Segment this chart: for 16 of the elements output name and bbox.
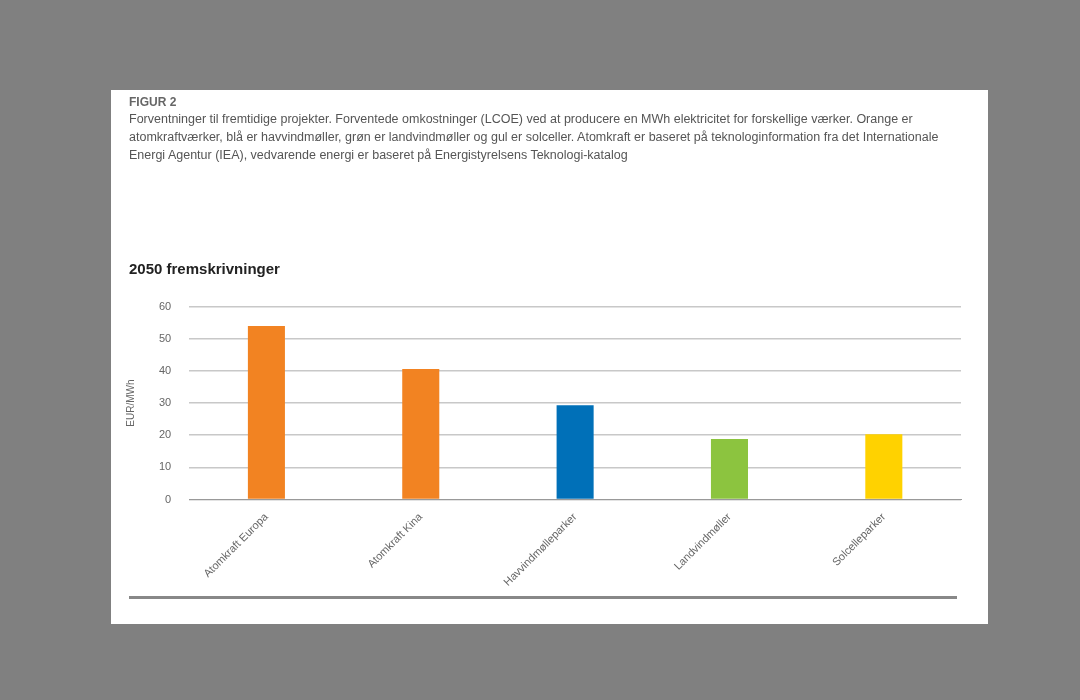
y-tick-label: 50 <box>158 331 172 344</box>
y-tick-label: 20 <box>158 428 172 441</box>
y-tick-label: 40 <box>158 363 172 376</box>
chart-title: 2050 fremskrivninger <box>129 260 280 277</box>
y-tick-label: 30 <box>158 396 172 409</box>
y-tick-label: 0 <box>165 492 172 505</box>
text: FIGUR 2 <box>129 95 177 109</box>
bar <box>402 368 440 499</box>
text: Forventninger til fremtidige projekter. Forventede omkostninger (LCOE) ved at producere en MWh elektricitet for forskellige værker. Orange er atomkraftværker, blå er havvindmøller, grøn er landvindmøller og gul er solceller. Atomkraft er baseret på teknologinformation fra det Internationale Energi Agentur (IEA), vedvarende energi er baseret på Energistyrelsens Teknologi-katalog <box>129 111 940 164</box>
bar <box>247 325 285 499</box>
y-tick-label: 60 <box>158 299 172 312</box>
bar <box>556 405 594 499</box>
y-tick-label: 10 <box>158 460 172 473</box>
bar <box>710 439 748 499</box>
y-axis-title: EUR/MWh <box>124 379 136 427</box>
bar <box>865 434 903 499</box>
